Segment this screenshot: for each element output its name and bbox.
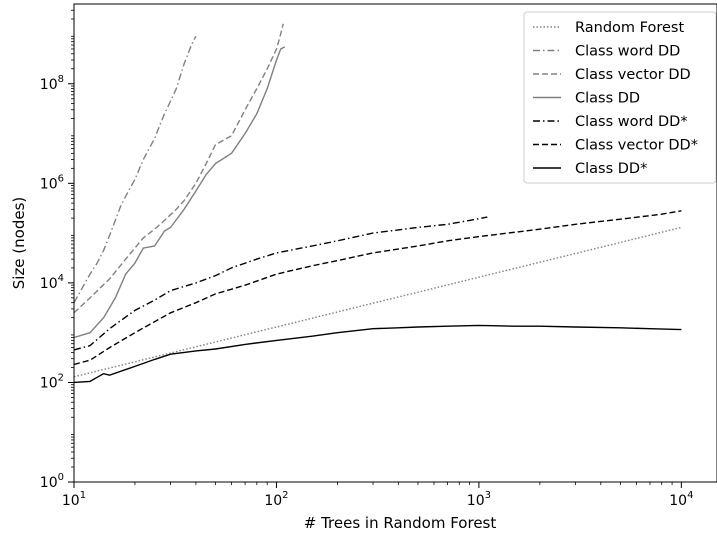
x-tick-label: 103: [467, 490, 491, 509]
legend-label: Class DD: [575, 91, 640, 107]
series-line-0: [73, 226, 682, 378]
y-tick-label: 106: [40, 173, 64, 192]
x-axis: 101 102 103 104: [62, 482, 693, 509]
legend-label: Random Forest: [575, 20, 684, 36]
legend-label: Class vector DD: [575, 67, 691, 83]
x-tick-label: 102: [264, 490, 288, 509]
x-tick-label: 101: [62, 490, 86, 509]
series-line-5: [73, 210, 682, 366]
legend-label: Class DD*: [575, 161, 647, 177]
x-axis-label: # Trees in Random Forest: [304, 514, 497, 532]
y-axis: 100 102 104 106 108: [40, 9, 74, 491]
y-axis-label: Size (nodes): [10, 197, 28, 290]
series-line-4: [73, 216, 488, 351]
y-tick-label: 100: [40, 472, 64, 491]
series-line-2: [73, 23, 284, 314]
legend: Random Forest Class word DD Class vector D…: [523, 11, 717, 184]
y-tick-label: 108: [40, 74, 64, 93]
legend-label: Class word DD: [575, 44, 680, 60]
legend-frame: [523, 11, 717, 184]
series-line-1: [73, 35, 197, 304]
legend-label: Class vector DD*: [575, 138, 698, 154]
plot-frame: [73, 3, 717, 483]
legend-label: Class word DD*: [575, 114, 688, 130]
series-layer: [73, 23, 682, 384]
y-tick-label: 102: [40, 372, 64, 391]
x-tick-label: 104: [669, 490, 693, 509]
series-line-3: [73, 46, 286, 339]
series-line-6: [73, 324, 682, 384]
y-tick-label: 104: [40, 273, 64, 292]
